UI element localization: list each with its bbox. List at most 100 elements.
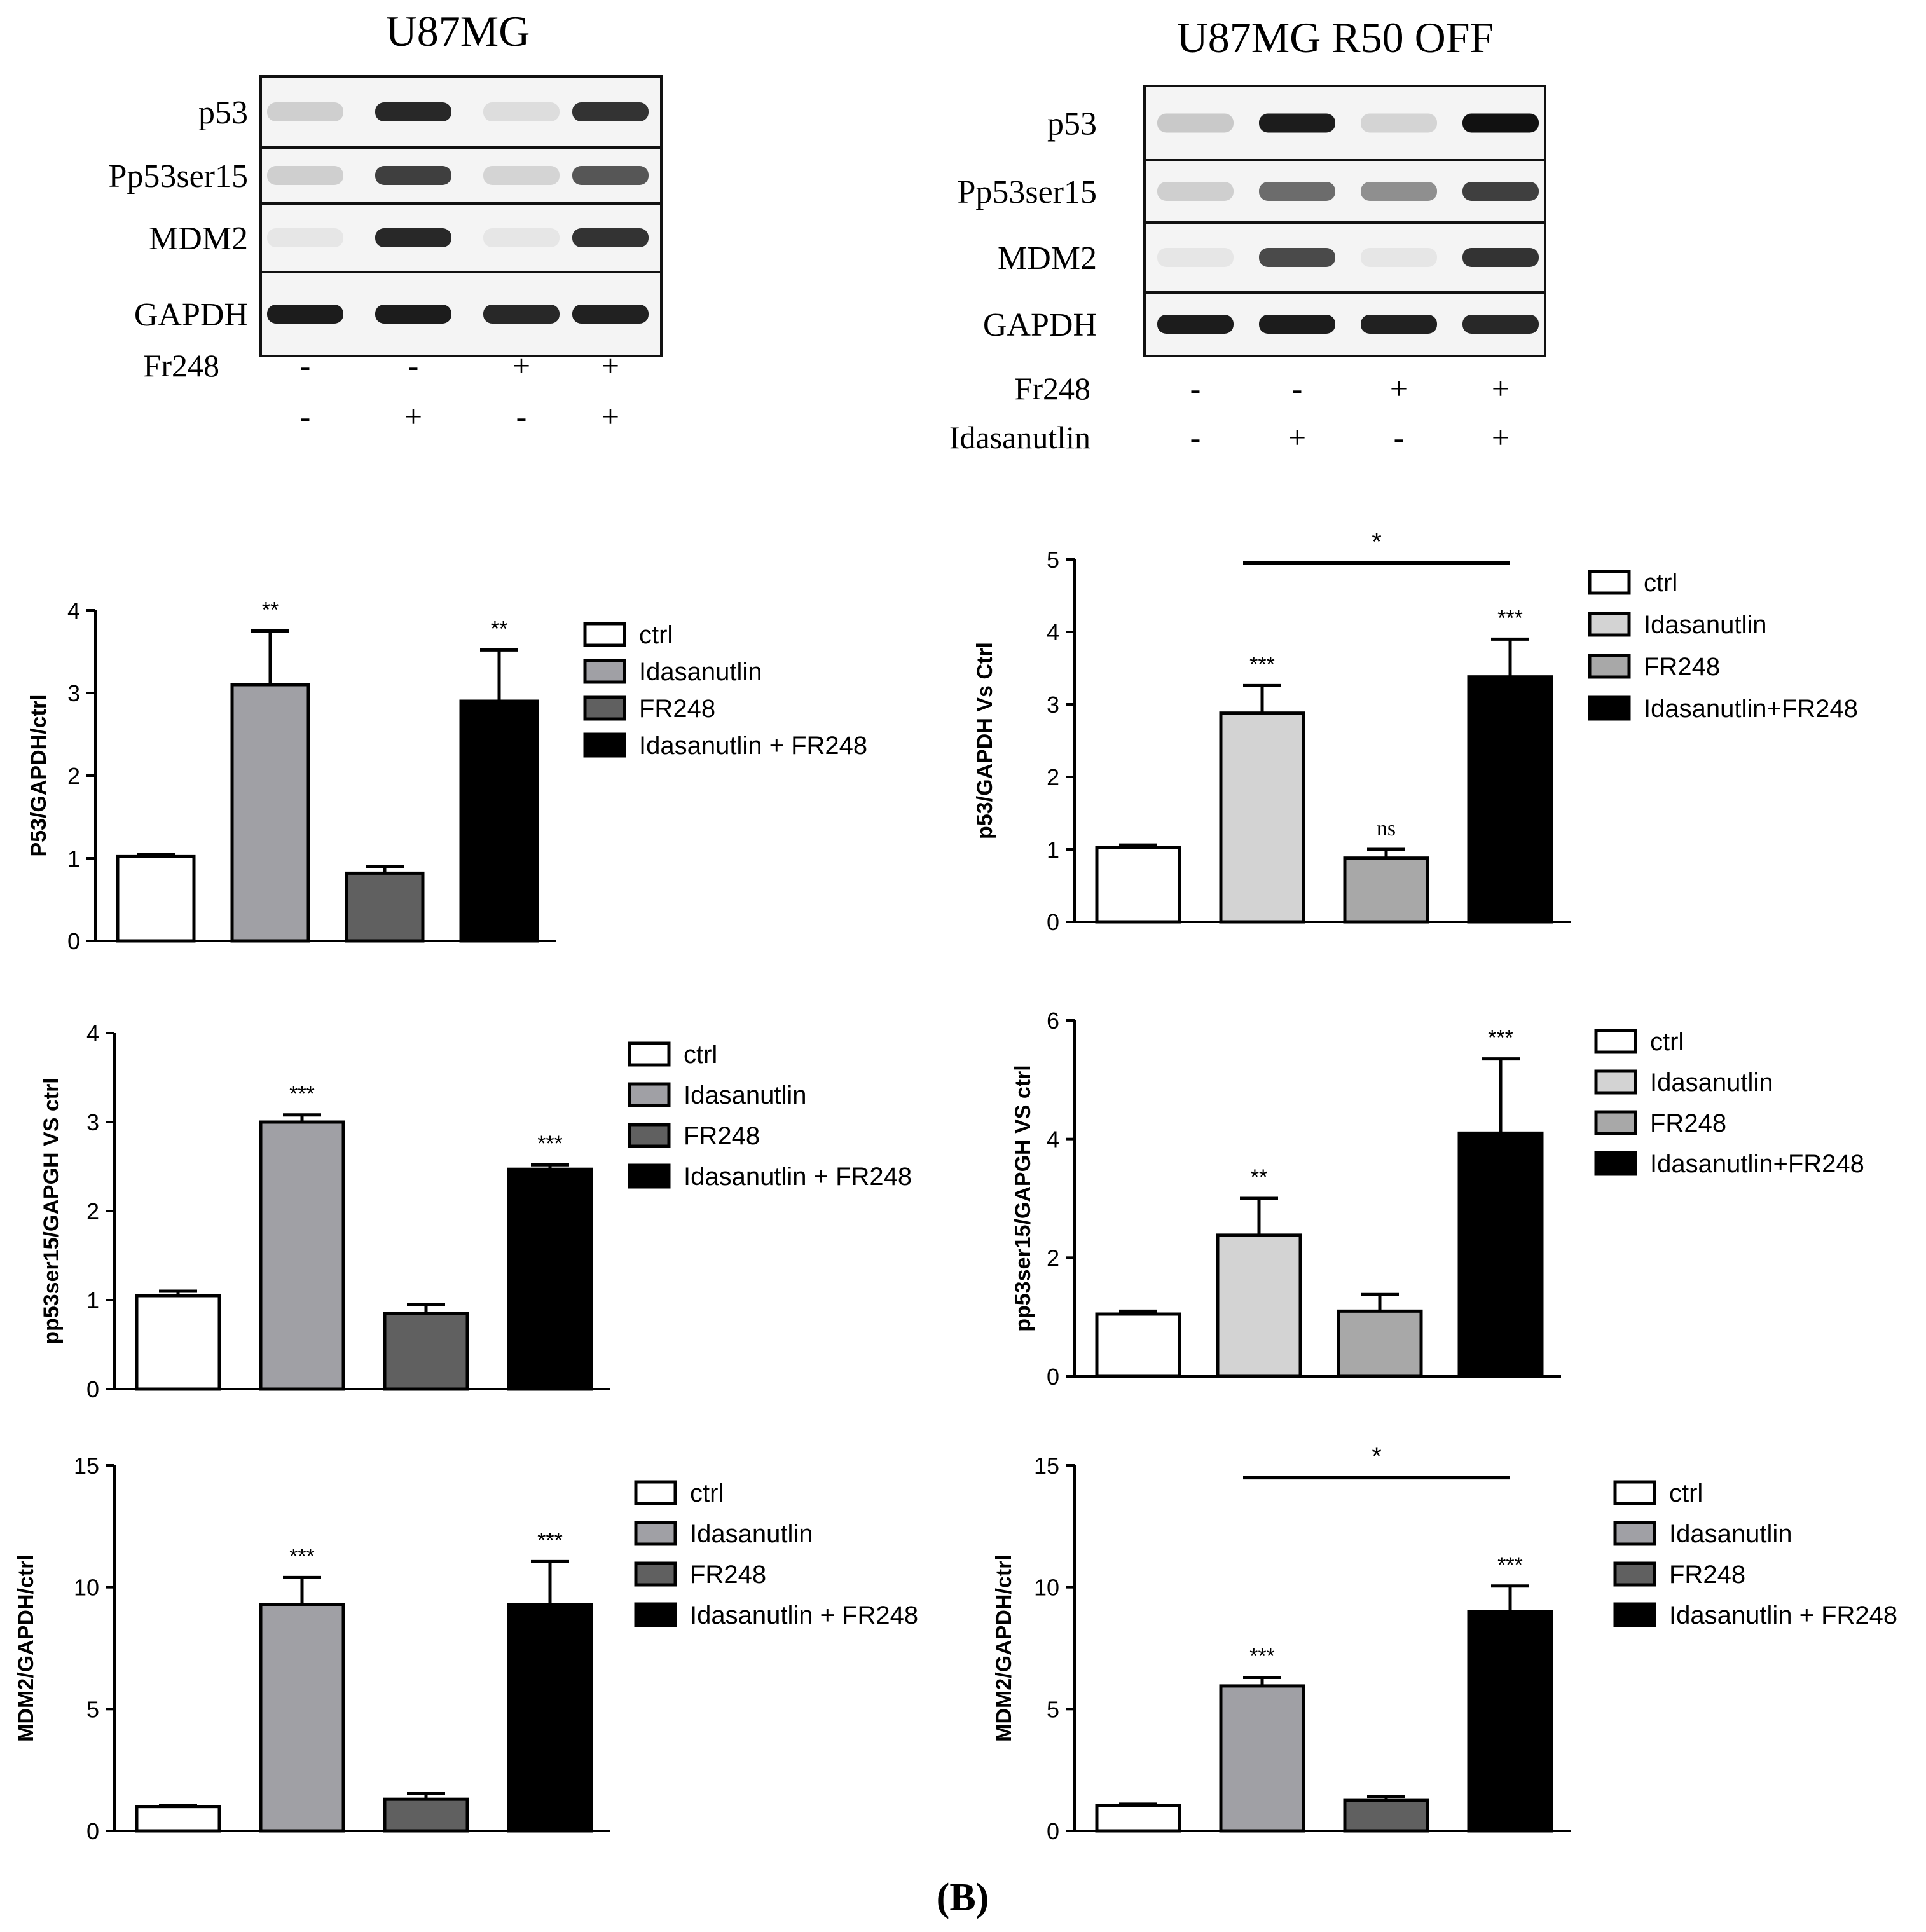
legend-label: FR248 [1669,1561,1745,1589]
blot-band [483,102,560,121]
blot-band [375,102,451,121]
treatment-sign: - [300,348,311,383]
legend-label: Idasanutlin [639,658,762,686]
legend-swatch [1613,1602,1656,1627]
treatment-sign: - [408,348,419,383]
y-axis-label: MDM2/GAPDH/ctrl [14,1554,38,1742]
blot-band [1462,248,1539,267]
treatment-sign: + [1288,420,1306,455]
significance-label: *** [1249,1645,1275,1669]
legend-swatch [583,732,626,758]
blot-band [572,305,649,324]
y-tick-label: 2 [67,763,80,789]
legend-label: ctrl [1669,1479,1703,1507]
y-tick-label: 5 [86,1696,99,1722]
blot-row-label: Pp53ser15 [957,174,1097,210]
blot-row-label: GAPDH [134,297,248,333]
bar-3 [1343,856,1429,924]
y-tick-label: 3 [67,680,80,706]
blot-row-label: p53 [1047,106,1097,142]
legend-label: Idasanutlin + FR248 [684,1163,912,1191]
legend-swatch [1594,1151,1637,1176]
legend-label: Idasanutlin [1669,1520,1792,1548]
y-tick-label: 4 [1047,619,1059,645]
y-tick-label: 2 [86,1198,99,1224]
blot-band [1157,248,1234,267]
significance-label: *** [289,1082,315,1106]
bar-1 [1095,1804,1181,1833]
blot-panel-1: U87MG p53 Pp53ser15 MDM2 GAPDH Fr248 - - + + - + - + [108,7,663,434]
y-tick-label: 10 [1034,1575,1059,1601]
y-tick-label: 3 [1047,692,1059,718]
y-tick-label: 6 [1047,1008,1059,1034]
y-tick-label: 4 [1047,1127,1059,1153]
bar-2 [1216,1233,1302,1378]
y-axis-label: MDM2/GAPDH/ctrl [992,1554,1016,1742]
bar-2 [1219,711,1305,924]
treatment-sign: - [516,399,527,434]
legend-label: ctrl [639,621,673,649]
blot-band [267,305,343,324]
blot-band [375,305,451,324]
legend-label: FR248 [1650,1109,1726,1137]
legend-swatch [634,1602,677,1627]
significance-label: *** [537,1132,563,1156]
bar-4 [459,699,539,943]
legend-label: ctrl [690,1479,724,1507]
legend-swatch [1594,1069,1637,1095]
legend-swatch [1588,570,1631,595]
significance-label: *** [1249,652,1275,676]
y-tick-label: 3 [86,1109,99,1135]
legend-swatch [583,622,626,647]
legend-label: Idasanutlin + FR248 [639,732,867,760]
blot-band [1259,182,1335,201]
blot-band [572,102,649,121]
bar-1 [1095,1312,1181,1378]
blot-band [1157,315,1234,334]
legend-swatch [634,1521,677,1546]
legend-label: FR248 [1644,653,1720,681]
bar-3 [1343,1798,1429,1833]
treatment-label: Fr248 [1015,371,1090,406]
blot-band [1259,113,1335,133]
treatment-sign: + [1492,420,1510,455]
bar-4 [507,1603,593,1833]
y-axis-label: pp53ser15/GAPGH VS ctrl [39,1078,64,1345]
legend-label: Idasanutlin [684,1081,806,1109]
y-tick-label: 4 [67,598,80,624]
legend-label: FR248 [690,1561,766,1589]
blot-panel-2: U87MG R50 OFF p53 Pp53ser15 MDM2 GAPDH Fr248 -… [949,13,1546,455]
bar-chart-3: 0 1 2 3 4 pp53ser15/GAPGH VS ctrl *** *** ctrl Id… [39,1020,912,1402]
y-tick-label: 0 [67,928,80,954]
legend-label: Idasanutlin + FR248 [1669,1601,1897,1629]
legend-swatch [634,1480,677,1505]
blot-band [1361,248,1437,267]
treatment-sign: + [602,399,619,434]
legend-swatch [628,1082,671,1107]
bar-1 [135,1805,221,1833]
legend-label: ctrl [1644,569,1677,597]
legend-swatch [628,1123,671,1148]
blot-title: U87MG R50 OFF [1177,13,1494,62]
treatment-sign: - [300,399,311,434]
blot-band [1259,248,1335,267]
blot-band [1462,182,1539,201]
blot-band [1259,315,1335,334]
legend-swatch [1594,1110,1637,1135]
legend-label: ctrl [684,1041,717,1069]
blot-band [572,166,649,185]
blot-row-label: p53 [198,95,248,131]
blot-band [375,228,451,247]
y-tick-label: 15 [74,1453,99,1479]
significance-label: ns [1377,817,1396,840]
treatment-sign: + [602,348,619,383]
legend-swatch [628,1041,671,1067]
significance-label: ** [1251,1165,1267,1189]
bar-chart-5: 0 5 10 15 MDM2/GAPDH/ctrl *** *** ctrl Idasanutl… [14,1453,918,1844]
treatment-sign: + [1390,371,1408,406]
legend-swatch [628,1163,671,1189]
y-tick-label: 4 [86,1020,99,1046]
